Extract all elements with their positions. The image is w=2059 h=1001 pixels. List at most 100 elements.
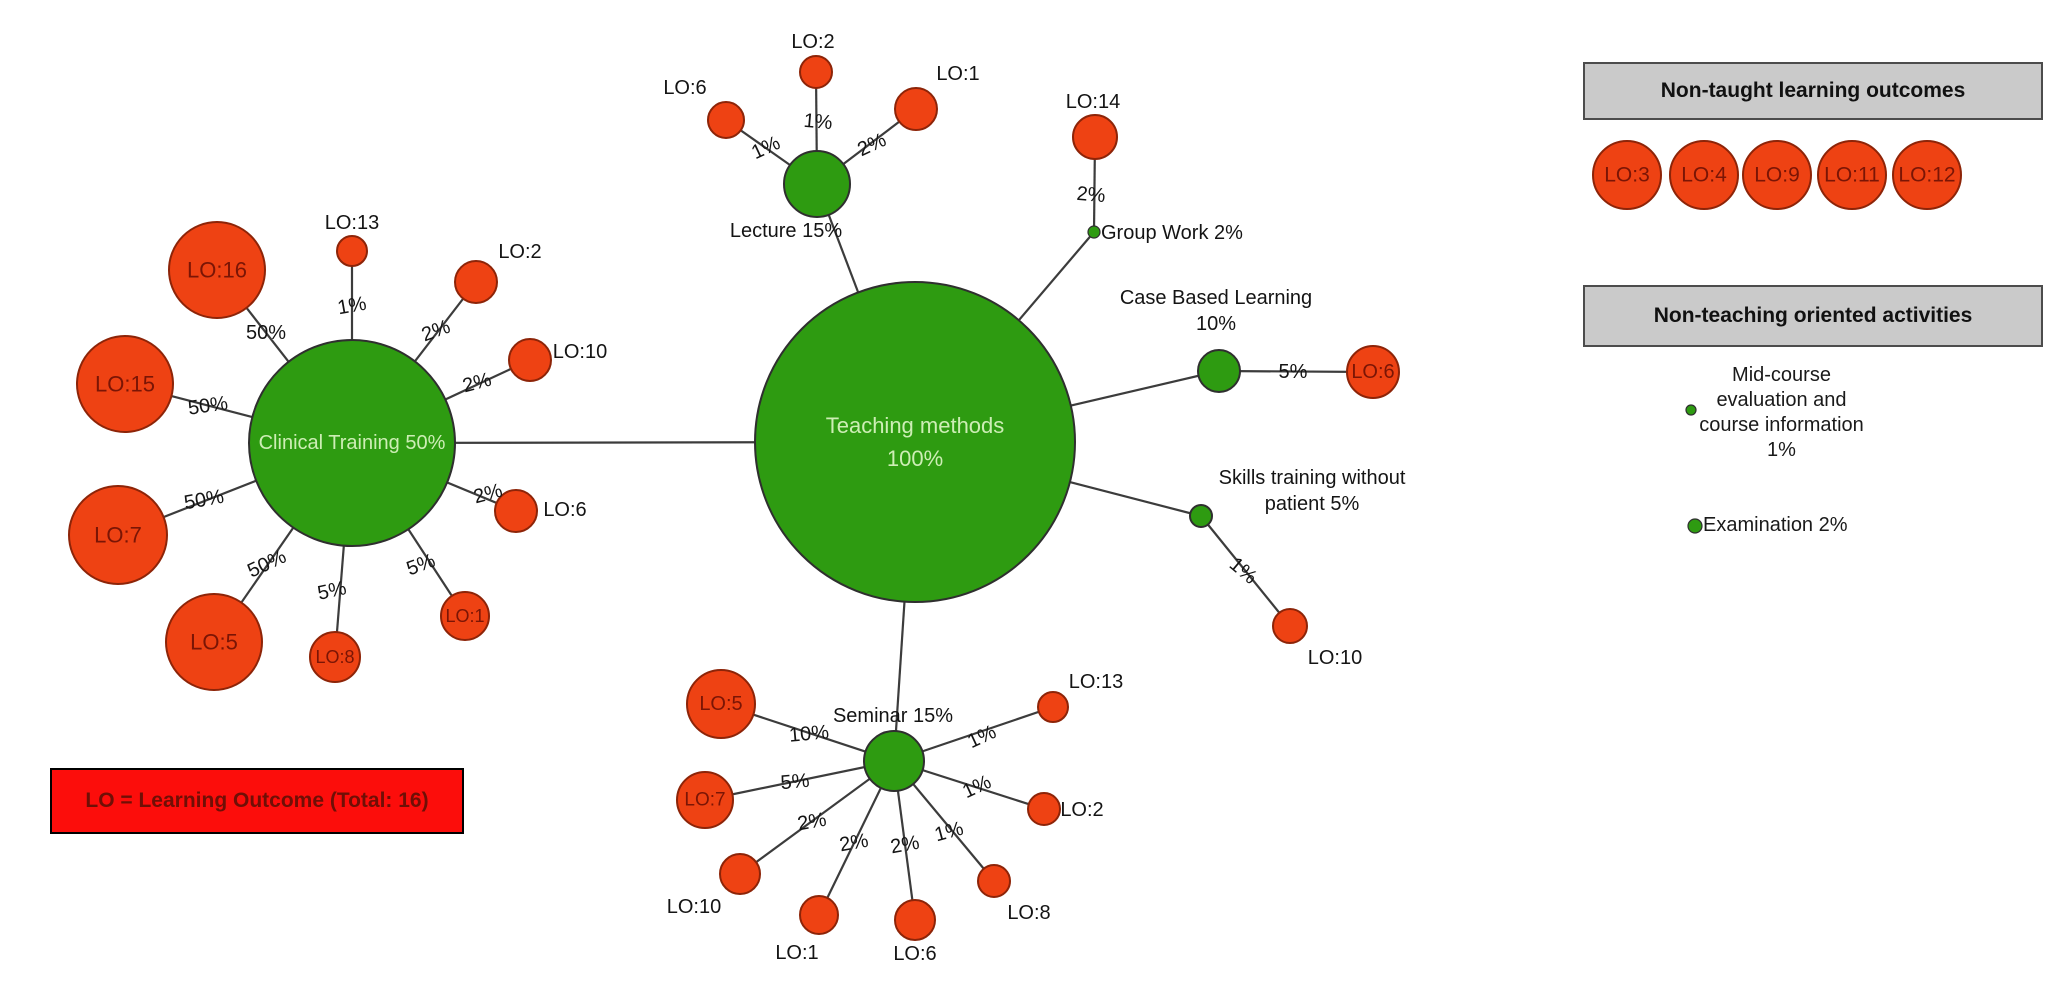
edge-label-lecture--lo6-lecture: 1% bbox=[748, 132, 784, 164]
edge-label-clinical-training--lo7-clinical: 50% bbox=[182, 486, 225, 515]
node-lo8-seminar bbox=[977, 864, 1011, 898]
node-label-lo6-seminar: LO:6 bbox=[893, 943, 936, 965]
edge-label-clinical-training--lo8-clinical: 5% bbox=[316, 577, 349, 605]
node-lo2-seminar bbox=[1027, 792, 1061, 826]
edge-label-seminar--lo2-seminar: 1% bbox=[959, 771, 995, 803]
edge-label-clinical-training--lo5-clinical: 50% bbox=[244, 545, 290, 582]
edge-label-case-based-learning--lo6-case: 5% bbox=[1279, 361, 1308, 383]
lo-legend-text: LO = Learning Outcome (Total: 16) bbox=[85, 789, 429, 812]
edge-label-clinical-training--lo1-clinical: 5% bbox=[404, 550, 439, 581]
node-label-lo6-lecture: LO:6 bbox=[663, 77, 706, 99]
node-seminar bbox=[863, 730, 925, 792]
node-label-lo13-seminar: LO:13 bbox=[1069, 671, 1123, 693]
node-lo3-nontaught bbox=[1592, 140, 1662, 210]
node-label-lo6-case: LO:6 bbox=[1351, 361, 1394, 383]
node-lo5-clinical bbox=[165, 593, 263, 691]
node-label-lo12-nontaught: LO:12 bbox=[1898, 164, 1955, 187]
node-label-seminar: Seminar 15% bbox=[833, 705, 953, 727]
node-label-lo10-clinical: LO:10 bbox=[553, 341, 607, 363]
node-label-skills-training: Skills training without bbox=[1219, 467, 1406, 489]
node-lo14-groupwork bbox=[1072, 114, 1118, 160]
edge-label-seminar--lo7-seminar: 5% bbox=[780, 770, 811, 794]
edge-label-clinical-training--lo10-clinical: 2% bbox=[460, 369, 494, 398]
node-examination-dot bbox=[1687, 518, 1703, 534]
node-label-lo5-seminar: LO:5 bbox=[699, 693, 742, 715]
node-lo10-skills bbox=[1272, 608, 1308, 644]
node-lo6-clinical bbox=[494, 489, 538, 533]
node-lo2-clinical bbox=[454, 260, 498, 304]
node-label-lo14-groupwork: LO:14 bbox=[1066, 91, 1120, 113]
edge-skills-training--lo10-skills bbox=[1200, 515, 1291, 627]
midcourse-line-1: Mid-course bbox=[1732, 364, 1831, 386]
node-lo2-lecture bbox=[799, 55, 833, 89]
non-teaching-activities-title: Non-teaching oriented activities bbox=[1653, 304, 1973, 327]
node-label-lecture: Lecture 15% bbox=[730, 220, 843, 242]
edge-label-seminar--lo1-seminar: 2% bbox=[838, 830, 871, 857]
node-case-based-learning bbox=[1197, 349, 1241, 393]
node-teaching-methods bbox=[754, 281, 1076, 603]
edge-label-clinical-training--lo16-clinical: 50% bbox=[246, 322, 286, 344]
node-lo7-seminar bbox=[676, 771, 734, 829]
node-lo16-clinical bbox=[168, 221, 266, 319]
edge-label-seminar--lo5-seminar: 10% bbox=[788, 721, 830, 746]
node-lo8-clinical bbox=[309, 631, 361, 683]
node-skills-training bbox=[1189, 504, 1213, 528]
node-label-lo7-seminar: LO:7 bbox=[684, 790, 725, 811]
node-lo10-seminar bbox=[719, 853, 761, 895]
node-lo13-seminar bbox=[1037, 691, 1069, 723]
node-label-skills-training: patient 5% bbox=[1265, 493, 1360, 515]
node-label-case-based-learning: 10% bbox=[1196, 313, 1236, 335]
node-lo1-seminar bbox=[799, 895, 839, 935]
node-label-lo5-clinical: LO:5 bbox=[190, 630, 238, 655]
node-lo7-clinical bbox=[68, 485, 168, 585]
node-label-lo4-nontaught: LO:4 bbox=[1681, 164, 1727, 187]
node-lo15-clinical bbox=[76, 335, 174, 433]
node-label-lo6-clinical: LO:6 bbox=[543, 499, 586, 521]
non-taught-outcomes-header: Non-taught learning outcomes bbox=[1583, 62, 2043, 120]
node-label-case-based-learning: Case Based Learning bbox=[1120, 287, 1312, 309]
node-lo5-seminar bbox=[686, 669, 756, 739]
node-lo12-nontaught bbox=[1892, 140, 1962, 210]
node-label-lo10-skills: LO:10 bbox=[1308, 647, 1362, 669]
node-label-lo15-clinical: LO:15 bbox=[95, 372, 155, 397]
midcourse-evaluation-label: Mid-course evaluation and course informa… bbox=[1659, 363, 1904, 463]
edge-label-seminar--lo6-seminar: 2% bbox=[889, 832, 922, 859]
midcourse-line-3: course information bbox=[1699, 414, 1864, 436]
node-midcourse-dot bbox=[1685, 404, 1697, 416]
node-lo11-nontaught bbox=[1817, 140, 1887, 210]
node-lo13-clinical bbox=[336, 235, 368, 267]
node-label-lo8-clinical: LO:8 bbox=[315, 647, 354, 667]
midcourse-line-2: evaluation and bbox=[1716, 389, 1847, 411]
node-label-lo3-nontaught: LO:3 bbox=[1604, 164, 1650, 187]
edge-label-group-work--lo14-groupwork: 2% bbox=[1076, 183, 1107, 207]
node-lo1-lecture bbox=[894, 87, 938, 131]
node-label-lo7-clinical: LO:7 bbox=[94, 523, 142, 548]
node-lo6-seminar bbox=[894, 899, 936, 941]
examination-label: Examination 2% bbox=[1703, 514, 1848, 536]
node-label-lo10-seminar: LO:10 bbox=[667, 896, 721, 918]
node-label-lo1-clinical: LO:1 bbox=[445, 606, 484, 626]
node-label-lo2-lecture: LO:2 bbox=[791, 31, 834, 53]
node-lecture bbox=[783, 150, 851, 218]
edge-label-clinical-training--lo15-clinical: 50% bbox=[187, 392, 230, 419]
edge-label-clinical-training--lo2-clinical: 2% bbox=[419, 316, 454, 347]
node-lo6-lecture bbox=[707, 101, 745, 139]
node-label-lo8-seminar: LO:8 bbox=[1007, 902, 1050, 924]
node-label-lo1-lecture: LO:1 bbox=[936, 63, 979, 85]
node-label-lo2-clinical: LO:2 bbox=[498, 241, 541, 263]
node-label-teaching-methods: Teaching methods bbox=[826, 413, 1005, 438]
node-lo4-nontaught bbox=[1669, 140, 1739, 210]
node-label-teaching-methods: 100% bbox=[887, 446, 943, 471]
node-label-group-work: Group Work 2% bbox=[1101, 222, 1243, 244]
node-group-work bbox=[1087, 225, 1101, 239]
lo-legend-box: LO = Learning Outcome (Total: 16) bbox=[50, 768, 464, 834]
edge-seminar--lo7-seminar bbox=[704, 759, 895, 802]
node-lo1-clinical bbox=[440, 591, 490, 641]
edge-seminar--lo10-seminar bbox=[739, 760, 895, 875]
node-label-lo2-seminar: LO:2 bbox=[1060, 799, 1103, 821]
node-lo9-nontaught bbox=[1742, 140, 1812, 210]
edge-label-lecture--lo2-lecture: 1% bbox=[803, 110, 834, 134]
node-label-lo9-nontaught: LO:9 bbox=[1754, 164, 1800, 187]
